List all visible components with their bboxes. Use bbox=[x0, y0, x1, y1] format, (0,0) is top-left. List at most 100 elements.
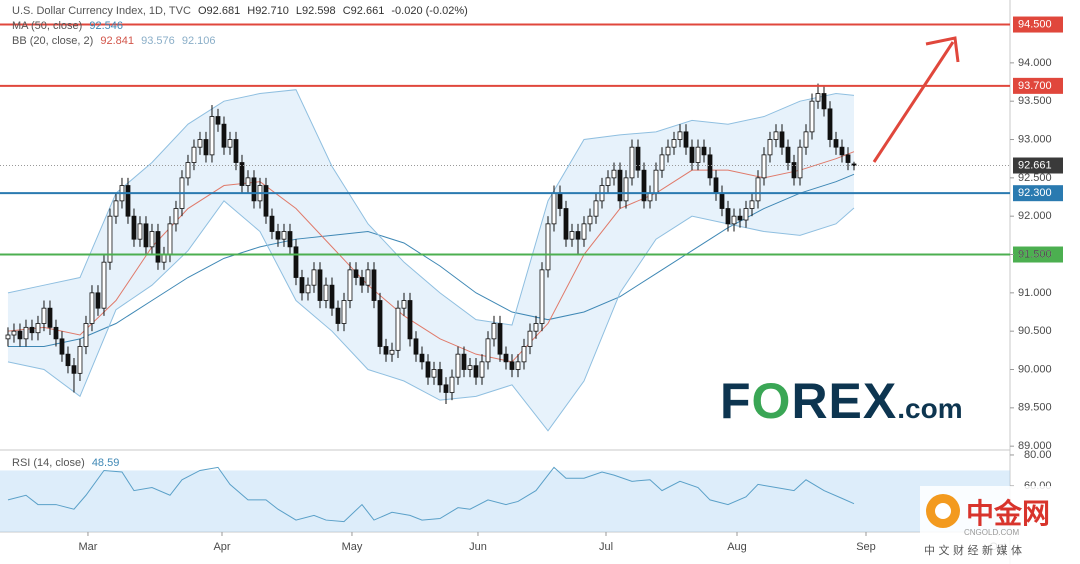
candle-body bbox=[11, 330, 17, 336]
rsi-line bbox=[7, 466, 855, 523]
candle-body bbox=[347, 269, 353, 301]
indicator-line bbox=[7, 89, 855, 326]
candle-body bbox=[293, 246, 299, 278]
candle-body bbox=[131, 215, 137, 240]
candle-body bbox=[677, 131, 683, 140]
level-label: 94.500 bbox=[1018, 18, 1052, 30]
bb-upper-value: 93.576 bbox=[141, 35, 175, 47]
x-tick-label: Jun bbox=[469, 541, 487, 553]
cngold-icon bbox=[926, 494, 960, 528]
candle-body bbox=[743, 208, 749, 221]
candle-body bbox=[47, 307, 53, 328]
axis-layer: 89.000 89.500 90.000 90.500 91.000 91.500 92.0… bbox=[78, 57, 1051, 553]
x-tick-label: Aug bbox=[727, 541, 747, 553]
level-label-box bbox=[1013, 185, 1063, 202]
candle-body bbox=[245, 177, 251, 186]
candle-body bbox=[389, 349, 395, 355]
y-tick-label: 92.500 bbox=[1018, 172, 1052, 184]
candle-body bbox=[695, 146, 701, 163]
candle-body bbox=[671, 139, 677, 148]
ohlc-low: L92.598 bbox=[295, 5, 336, 17]
arrow-head bbox=[925, 36, 960, 63]
candle-body bbox=[125, 185, 131, 217]
candle-body bbox=[323, 284, 329, 301]
candle-body bbox=[23, 326, 29, 340]
y-tick-label: 93.000 bbox=[1018, 133, 1052, 145]
candle-body bbox=[227, 139, 233, 148]
candle-body bbox=[797, 146, 803, 179]
y-tick-label: 90.000 bbox=[1018, 363, 1052, 375]
candle-body bbox=[479, 361, 485, 378]
forex-logo: FOREX.com bbox=[720, 372, 963, 430]
candle-body bbox=[491, 323, 497, 340]
candle-body bbox=[617, 169, 623, 202]
candle-body bbox=[215, 116, 221, 125]
candle-body bbox=[725, 208, 731, 225]
candle-body bbox=[107, 215, 113, 263]
last-price-box bbox=[1013, 157, 1063, 174]
level-label: 92.300 bbox=[1018, 187, 1052, 199]
candle-body bbox=[605, 177, 611, 186]
candle-body bbox=[29, 326, 35, 334]
candle-body bbox=[581, 223, 587, 240]
candle-body bbox=[287, 231, 293, 248]
candle-body bbox=[455, 353, 461, 378]
candle-body bbox=[503, 353, 509, 363]
candle-body bbox=[101, 261, 107, 309]
candle-body bbox=[713, 177, 719, 194]
candle-body bbox=[197, 139, 203, 148]
candle-body bbox=[35, 323, 41, 334]
ma-value: 92.546 bbox=[89, 20, 124, 32]
candle-body bbox=[815, 93, 821, 102]
candle-body bbox=[773, 131, 779, 140]
candle-body bbox=[5, 334, 11, 340]
level-label: 93.700 bbox=[1018, 80, 1052, 92]
candle-body bbox=[341, 300, 347, 324]
candle-body bbox=[701, 146, 707, 156]
candle-body bbox=[425, 361, 431, 378]
candle-body bbox=[485, 338, 491, 363]
candle-body bbox=[653, 169, 659, 194]
candle-body bbox=[173, 208, 179, 225]
candle-body bbox=[473, 365, 479, 378]
candle-body bbox=[311, 269, 317, 286]
candle-body bbox=[587, 215, 593, 225]
candle-body bbox=[251, 177, 257, 202]
x-tick-label: Apr bbox=[213, 541, 230, 553]
candle-body bbox=[563, 208, 569, 240]
ma-name: MA (50, close) bbox=[12, 20, 83, 32]
level-label: 91.500 bbox=[1018, 248, 1052, 260]
rsi-legend: RSI (14, close) 48.59 bbox=[12, 457, 123, 469]
cngold-logo: 中金网 CNGOLD.COM 中 文 财 经 新 媒 体 bbox=[920, 486, 1080, 564]
candle-body bbox=[269, 215, 275, 232]
candle-body bbox=[509, 361, 515, 370]
candle-body bbox=[365, 269, 371, 286]
candle-body bbox=[401, 300, 407, 309]
candle-body bbox=[185, 162, 191, 179]
candle-body bbox=[317, 269, 323, 301]
candle-body bbox=[413, 338, 419, 355]
cngold-slogan: 中 文 财 经 新 媒 体 bbox=[924, 544, 1022, 557]
candle-body bbox=[59, 338, 65, 355]
y-tick-label: 94.000 bbox=[1018, 57, 1052, 69]
level-label-box bbox=[1013, 77, 1063, 94]
candle-body bbox=[221, 123, 227, 148]
candle-body bbox=[395, 307, 401, 351]
cngold-domain: CNGOLD.COM bbox=[964, 528, 1020, 537]
y-tick-label: 93.500 bbox=[1018, 95, 1052, 107]
candle-body bbox=[767, 139, 773, 156]
candle-body bbox=[497, 323, 503, 355]
candle-body bbox=[527, 330, 533, 347]
candle-body bbox=[809, 100, 815, 133]
candle-body bbox=[545, 223, 551, 271]
candle-body bbox=[461, 353, 467, 370]
candle-body bbox=[629, 146, 635, 179]
y-tick-label: 89.000 bbox=[1018, 440, 1052, 452]
candle-body bbox=[833, 139, 839, 148]
candle-body bbox=[779, 131, 785, 148]
ohlc-close: C92.661 bbox=[342, 5, 385, 17]
candle-body bbox=[521, 346, 527, 363]
candle-body bbox=[167, 223, 173, 255]
